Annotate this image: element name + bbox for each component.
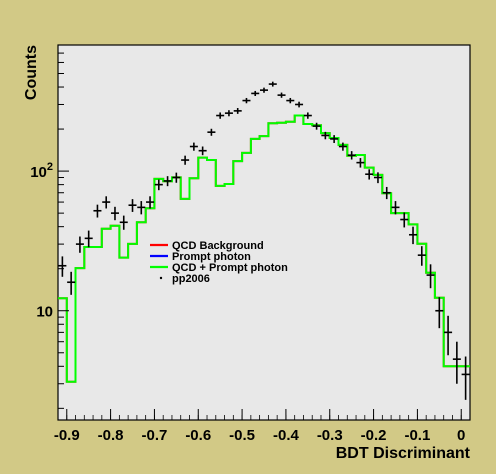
data-point	[330, 135, 339, 143]
legend-entry: Prompt photon	[150, 251, 251, 263]
legend-label: QCD + Prompt photon	[172, 262, 288, 274]
data-point	[84, 230, 93, 248]
x-tick-label: -0.5	[229, 427, 255, 444]
data-point	[102, 196, 111, 209]
legend-entry: QCD Background	[150, 240, 264, 252]
data-point	[312, 122, 321, 130]
data-point	[146, 196, 155, 209]
data-point	[110, 206, 119, 221]
data-point	[382, 186, 391, 200]
x-tick-label: -0.4	[273, 427, 300, 444]
legend-label: QCD Background	[172, 240, 264, 252]
legend-entry: QCD + Prompt photon	[150, 262, 288, 274]
x-tick-label: -0.8	[98, 427, 124, 444]
data-point	[75, 236, 84, 253]
data-point	[128, 199, 137, 212]
y-tick-label: 10	[36, 304, 53, 321]
x-tick-label: 0	[457, 427, 465, 444]
data-point	[400, 212, 409, 228]
data-point	[181, 155, 190, 165]
series-layer	[58, 114, 470, 383]
data-point	[233, 108, 242, 114]
data-point	[198, 146, 207, 156]
data-point	[373, 172, 382, 184]
legend-entry: pp2006	[159, 273, 210, 285]
y-axis-title: Counts	[23, 45, 40, 100]
data-point	[409, 226, 418, 245]
data-point	[321, 131, 330, 140]
data-point	[356, 158, 365, 168]
data-point	[277, 92, 286, 98]
x-tick-label: -0.3	[317, 427, 343, 444]
data-point	[268, 81, 277, 87]
data-point	[93, 204, 102, 218]
legend-label: pp2006	[172, 273, 210, 285]
data-point	[417, 246, 426, 266]
y-tick-label: 102	[30, 161, 53, 181]
data-point	[58, 256, 67, 277]
plot-frame	[57, 44, 471, 421]
data-point	[163, 176, 172, 187]
data-point	[224, 110, 233, 117]
legend-marker	[159, 276, 163, 280]
x-tick-label: -0.6	[185, 427, 211, 444]
x-tick-label: -0.7	[141, 427, 167, 444]
data-point	[444, 315, 453, 356]
x-tick-label: -0.9	[54, 427, 80, 444]
data-point	[303, 112, 312, 119]
data-point	[452, 341, 461, 384]
data-point	[435, 297, 444, 329]
x-axis-ticks: -0.9 -0.8 -0.7 -0.6 -0.5 -0.4 -0.3 -0.2 -0.1 0	[54, 409, 471, 444]
data-point	[189, 142, 198, 151]
x-tick-label: -0.2	[361, 427, 387, 444]
data-point	[242, 97, 251, 104]
x-tick-label: -0.1	[404, 427, 430, 444]
data-point	[286, 97, 295, 104]
data-point	[260, 87, 268, 93]
points-layer	[58, 81, 470, 400]
data-point	[207, 128, 216, 136]
data-point	[391, 201, 400, 215]
data-point	[67, 271, 76, 295]
data-point	[172, 172, 181, 183]
data-point	[137, 201, 146, 215]
x-axis-title: BDT Discriminant	[336, 445, 471, 462]
series-line-2	[58, 114, 470, 383]
data-point	[216, 112, 225, 119]
data-point	[251, 90, 260, 97]
data-point	[154, 179, 163, 191]
legend-label: Prompt photon	[172, 251, 251, 263]
data-point	[461, 356, 470, 400]
data-point	[426, 264, 435, 289]
data-point	[119, 215, 128, 230]
data-point	[365, 169, 374, 180]
data-point	[347, 151, 356, 160]
y-axis-ticks: 10 102	[30, 44, 69, 409]
data-point	[295, 101, 304, 108]
data-point	[338, 142, 347, 151]
